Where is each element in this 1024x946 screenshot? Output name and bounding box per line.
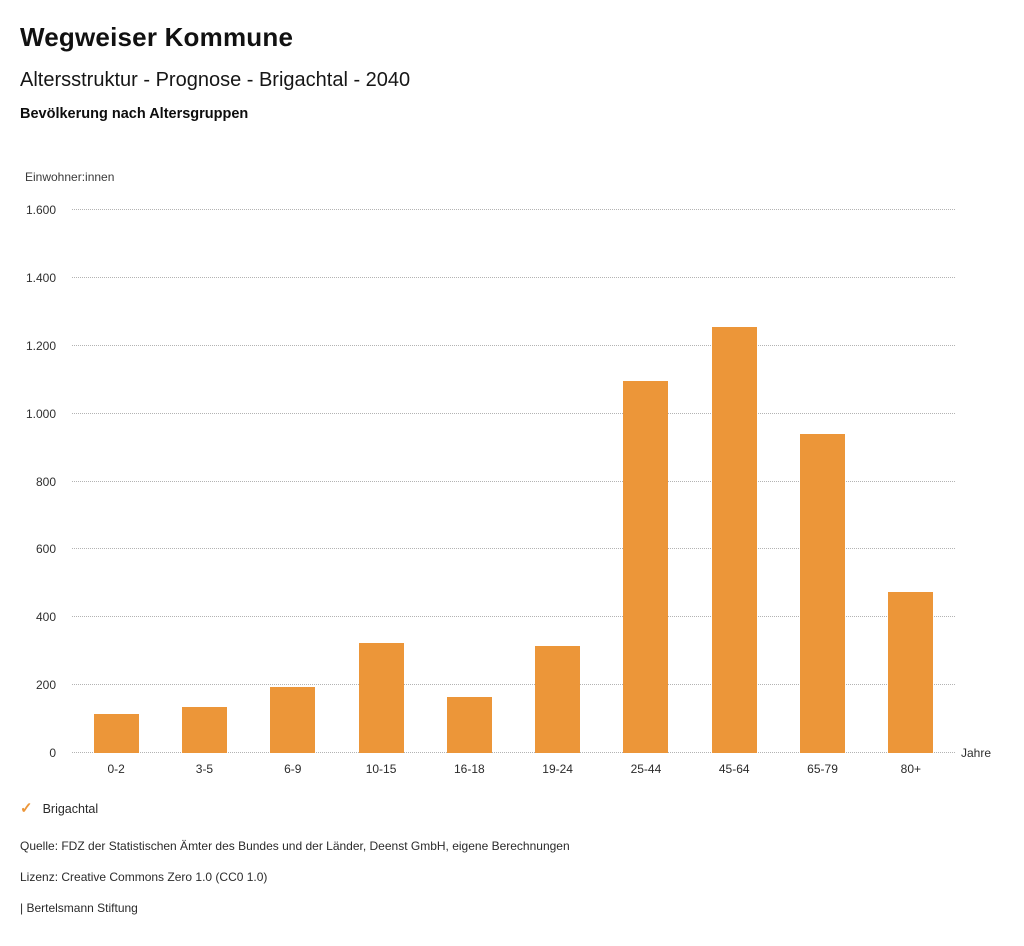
page-title: Wegweiser Kommune: [20, 22, 294, 52]
bar-slot-16-18: [425, 210, 513, 753]
bar-slot-45-64: [690, 210, 778, 753]
bar-slot-0-2: [72, 210, 160, 753]
bar-65-79[interactable]: [800, 434, 846, 753]
bar-10-15[interactable]: [358, 642, 404, 753]
x-tick-label-65-79: 65-79: [807, 762, 838, 776]
plot-area: Jahre 0 200 400 600 800 1.000 1.200 1.400 1.600: [26, 203, 991, 760]
x-tick-label-10-15: 10-15: [365, 762, 397, 776]
bar-slot-25-44: [602, 210, 690, 753]
x-tick-label-19-24: 19-24: [542, 762, 573, 776]
gridline-1200: 1.200: [26, 339, 955, 353]
bar-6-9[interactable]: [270, 686, 316, 753]
gridline-1600: 1.600: [26, 203, 955, 217]
y-axis-unit-label: Einwohner:innen: [25, 170, 115, 184]
y-tick-label: 400: [35, 610, 56, 625]
y-tick-label: 1.400: [25, 270, 56, 285]
gridline-200: 200: [36, 678, 955, 692]
bar-45-64[interactable]: [711, 327, 757, 753]
bar-slot-3-5: [160, 210, 248, 753]
bar-slot-19-24: [513, 210, 601, 753]
gridline-0: 0: [49, 746, 955, 760]
y-tick-label: 0: [49, 746, 56, 760]
chart-title: Bevölkerung nach Altersgruppen: [20, 106, 249, 122]
gridline-1000: 1.000: [26, 407, 955, 421]
legend: ✓ Brigachtal: [20, 801, 1024, 816]
gridline-400: 400: [36, 610, 955, 624]
x-tick-label-6-9: 6-9: [284, 762, 302, 776]
bar-3-5[interactable]: [181, 707, 227, 753]
bar-slot-80+: [867, 210, 955, 753]
bar-0-2[interactable]: [93, 713, 139, 753]
bar-slot-10-15: [337, 210, 425, 753]
x-axis-labels: 0-2 3-5 6-9 10-15 16-18 19-24 25-44 45-64 65-79 8…: [72, 753, 955, 776]
x-tick-label-16-18: 16-18: [453, 762, 485, 776]
gridline-1400: 1.400: [26, 271, 955, 285]
license-text: Lizenz: Creative Commons Zero 1.0 (CC0 1…: [20, 870, 268, 884]
gridline-600: 600: [36, 542, 955, 556]
attribution-text: | Bertelsmann Stiftung: [20, 901, 138, 915]
gridline-800: 800: [36, 475, 955, 489]
bar-19-24[interactable]: [535, 646, 581, 753]
bars-container: [72, 210, 955, 753]
bar-chart: Jahre 0 200 400 600 800 1.000 1.200 1.400 1.600: [26, 203, 991, 760]
check-icon: ✓: [20, 800, 33, 817]
x-tick-label-45-64: 45-64: [718, 762, 750, 776]
x-tick-label-0-2: 0-2: [107, 762, 125, 776]
footer: Quelle: FDZ der Statistischen Ämter des …: [20, 839, 1024, 915]
x-axis-unit-label: Jahre: [961, 746, 992, 760]
bar-16-18[interactable]: [446, 697, 492, 753]
y-tick-label: 1.000: [25, 406, 56, 421]
bar-slot-65-79: [778, 210, 866, 753]
y-tick-label: 200: [35, 678, 56, 693]
y-tick-label: 1.600: [25, 203, 56, 217]
y-tick-label: 1.200: [25, 338, 56, 353]
x-tick-label-80+: 80+: [900, 762, 921, 776]
page-subtitle: Altersstruktur - Prognose - Brigachtal -…: [20, 69, 411, 91]
x-tick-label-25-44: 25-44: [630, 762, 662, 776]
y-tick-label: 600: [35, 542, 56, 557]
bar-slot-6-9: [249, 210, 337, 753]
y-tick-label: 800: [35, 474, 56, 489]
x-tick-label-3-5: 3-5: [195, 762, 214, 776]
source-text: Quelle: FDZ der Statistischen Ämter des …: [20, 839, 570, 853]
bar-80+[interactable]: [888, 591, 934, 753]
legend-item-brigachtal[interactable]: Brigachtal: [42, 801, 99, 816]
bar-25-44[interactable]: [623, 381, 669, 753]
